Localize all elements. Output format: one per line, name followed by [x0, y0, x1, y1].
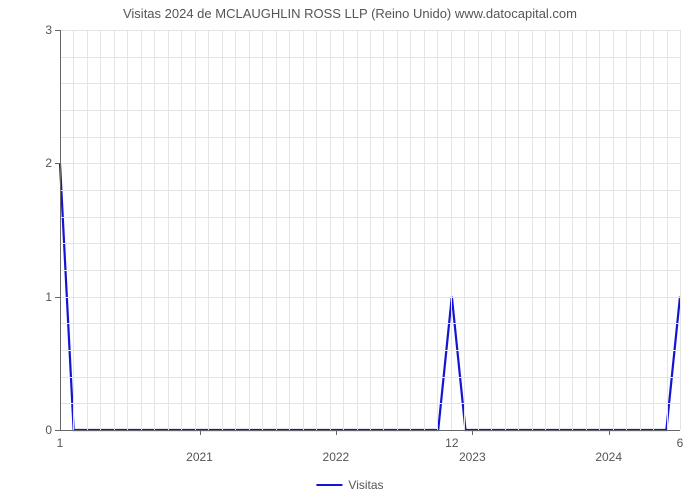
grid-line-v [87, 30, 88, 430]
grid-line-v [357, 30, 358, 430]
grid-line-v [667, 30, 668, 430]
grid-line-v [276, 30, 277, 430]
grid-line-v [505, 30, 506, 430]
grid-line-v [114, 30, 115, 430]
x-axis-line [60, 430, 680, 431]
grid-line-v [653, 30, 654, 430]
x-tick [609, 430, 610, 435]
grid-line-h [60, 163, 680, 164]
grid-line-v [154, 30, 155, 430]
x-year-tick-label: 2021 [186, 450, 213, 464]
grid-line-v [100, 30, 101, 430]
grid-line-v [478, 30, 479, 430]
chart-plot-area: 012311262021202220232024 [60, 30, 680, 430]
grid-line-v [343, 30, 344, 430]
x-tick [200, 430, 201, 435]
grid-line-v [383, 30, 384, 430]
grid-line-h-minor [60, 323, 680, 324]
x-tick [336, 430, 337, 435]
grid-line-h-minor [60, 243, 680, 244]
grid-line-h-minor [60, 190, 680, 191]
grid-line-v [73, 30, 74, 430]
grid-line-v [397, 30, 398, 430]
x-tick [472, 430, 473, 435]
grid-line-v [222, 30, 223, 430]
grid-line-v [141, 30, 142, 430]
grid-line-v [572, 30, 573, 430]
legend-swatch [316, 484, 342, 486]
y-tick-label: 2 [45, 156, 52, 170]
y-tick-label: 3 [45, 23, 52, 37]
grid-line-h-minor [60, 270, 680, 271]
grid-line-v [330, 30, 331, 430]
grid-line-v [559, 30, 560, 430]
grid-line-v [168, 30, 169, 430]
grid-line-v [262, 30, 263, 430]
grid-line-h-minor [60, 403, 680, 404]
y-tick-label: 0 [45, 423, 52, 437]
y-axis-line [60, 30, 61, 430]
grid-line-h [60, 30, 680, 31]
x-year-tick-label: 2022 [323, 450, 350, 464]
grid-line-v [437, 30, 438, 430]
grid-line-v [181, 30, 182, 430]
grid-line-v [640, 30, 641, 430]
y-tick [55, 430, 60, 431]
y-tick [55, 163, 60, 164]
grid-line-v [235, 30, 236, 430]
grid-line-v [208, 30, 209, 430]
grid-line-v [410, 30, 411, 430]
grid-line-v [195, 30, 196, 430]
grid-line-v [532, 30, 533, 430]
y-tick [55, 30, 60, 31]
grid-line-v [491, 30, 492, 430]
grid-line-v [518, 30, 519, 430]
grid-line-v [599, 30, 600, 430]
grid-line-h-minor [60, 57, 680, 58]
x-value-tick-label: 6 [677, 436, 684, 450]
grid-line-v [545, 30, 546, 430]
grid-line-v [613, 30, 614, 430]
x-year-tick-label: 2023 [459, 450, 486, 464]
grid-line-v [424, 30, 425, 430]
y-tick [55, 297, 60, 298]
grid-line-v [316, 30, 317, 430]
chart-legend: Visitas [316, 478, 383, 492]
grid-line-h-minor [60, 110, 680, 111]
grid-line-h-minor [60, 377, 680, 378]
grid-line-v [586, 30, 587, 430]
x-value-tick-label: 1 [57, 436, 64, 450]
legend-label: Visitas [348, 478, 383, 492]
chart-title: Visitas 2024 de MCLAUGHLIN ROSS LLP (Rei… [0, 0, 700, 21]
grid-line-h-minor [60, 350, 680, 351]
x-value-tick-label: 12 [445, 436, 458, 450]
grid-line-h-minor [60, 217, 680, 218]
y-tick-label: 1 [45, 290, 52, 304]
grid-line-v [303, 30, 304, 430]
grid-line-v [289, 30, 290, 430]
grid-line-v [127, 30, 128, 430]
grid-line-v [370, 30, 371, 430]
grid-line-v [249, 30, 250, 430]
grid-line-v [464, 30, 465, 430]
grid-line-h-minor [60, 137, 680, 138]
grid-line-v [451, 30, 452, 430]
grid-line-h [60, 297, 680, 298]
grid-line-v [680, 30, 681, 430]
grid-line-v [626, 30, 627, 430]
grid-line-h-minor [60, 83, 680, 84]
x-year-tick-label: 2024 [595, 450, 622, 464]
